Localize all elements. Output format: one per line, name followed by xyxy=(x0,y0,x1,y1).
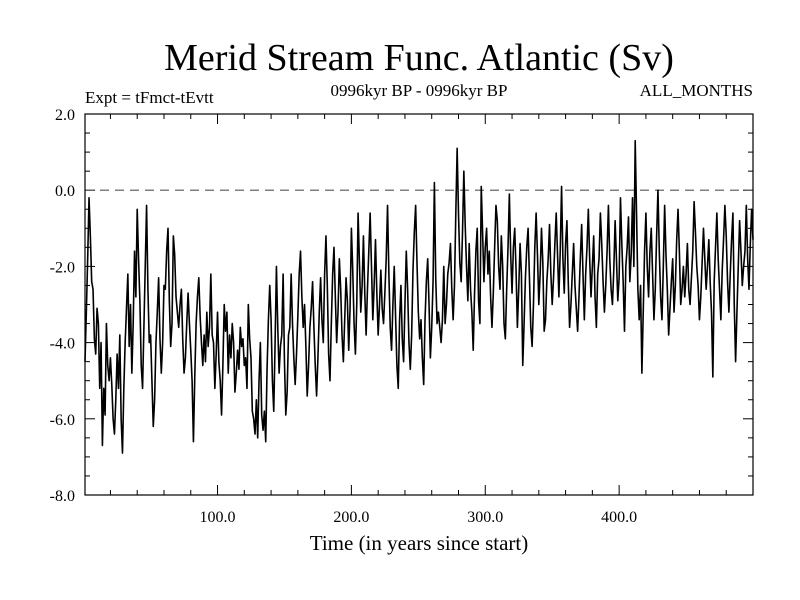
plot-frame xyxy=(84,113,754,496)
chart-subtitle-right: ALL_MONTHS xyxy=(640,81,753,100)
chart-subtitle-center: 0996kyr BP - 0996kyr BP xyxy=(331,81,508,100)
x-tick-label: 100.0 xyxy=(200,509,236,526)
chart-subtitle-left: Expt = tFmct-tEvtt xyxy=(85,88,214,107)
y-tick-label: -4.0 xyxy=(50,336,75,353)
chart-title: Merid Stream Func. Atlantic (Sv) xyxy=(164,37,674,79)
x-axis: 100.0 200.0 300.0 400.0 xyxy=(109,114,727,526)
x-tick-label: 200.0 xyxy=(333,509,369,526)
series-line xyxy=(84,139,754,454)
y-tick-label: -6.0 xyxy=(50,412,75,429)
y-tick-label: -8.0 xyxy=(50,488,75,505)
x-tick-label: 300.0 xyxy=(467,509,503,526)
x-axis-label: Time (in years since start) xyxy=(310,531,529,555)
y-axis: 2.0 0.0 -2.0 -4.0 -6.0 -8.0 xyxy=(50,107,753,505)
y-tick-label: 0.0 xyxy=(55,183,75,200)
y-tick-label: 2.0 xyxy=(55,107,75,124)
x-tick-label: 400.0 xyxy=(601,509,637,526)
y-tick-label: -2.0 xyxy=(50,259,75,276)
